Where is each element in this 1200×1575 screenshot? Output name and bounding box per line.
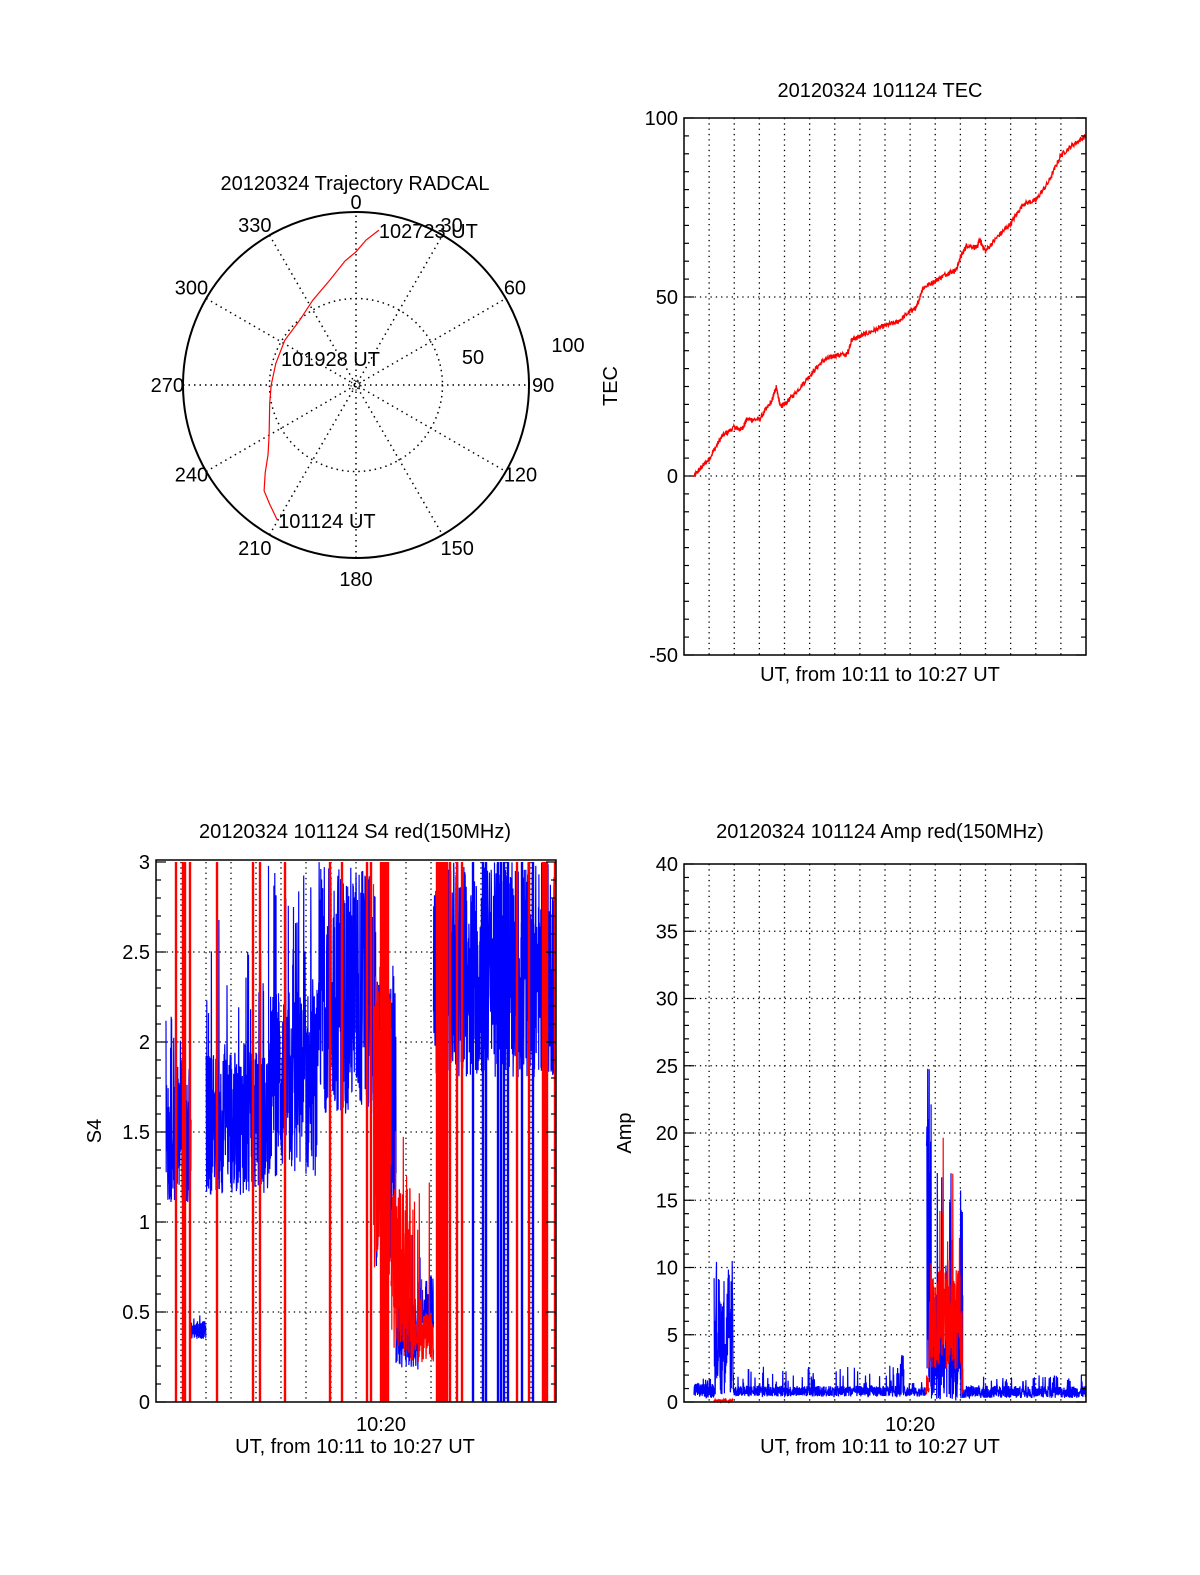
amp-y-ticks: 0 5 10 15 20 25 30 35 40	[656, 854, 1086, 1414]
polar-angle-label-120: 120	[504, 465, 537, 487]
polar-title: 20120324 Trajectory RADCAL	[220, 173, 489, 195]
annotation-start-time: 101124 UT	[278, 511, 375, 533]
trajectory-polar-chart: 20120324 Trajectory RADCAL 0 30 60 90 120 150…	[151, 173, 585, 591]
amp-xtick-label: 10:20	[885, 1414, 935, 1436]
s4-ytick-label: 3	[139, 852, 150, 874]
polar-angle-label-0: 0	[350, 192, 361, 214]
polar-spoke	[268, 234, 444, 536]
s4-trace	[390, 1131, 412, 1357]
s4-title: 20120324 101124 S4 red(150MHz)	[199, 821, 511, 843]
s4-series-blue	[165, 862, 557, 1402]
amp-trace	[962, 1375, 1087, 1400]
tec-chart: 20120324 101124 TEC -50 0 50 100 TEC UT, fr…	[600, 80, 1087, 686]
amp-ytick-label: 20	[656, 1123, 678, 1145]
amp-trace	[899, 1354, 905, 1396]
polar-angle-label-180: 180	[339, 569, 372, 591]
tec-ytick-label: 50	[656, 287, 678, 309]
s4-chart: 20120324 101124 S4 red(150MHz) 0 0.5 1 1.5 2…	[84, 821, 557, 1458]
polar-angle-label-330: 330	[238, 215, 271, 237]
polar-grid	[182, 211, 530, 559]
s4-ytick-label: 2.5	[122, 942, 150, 964]
amp-trace	[713, 1260, 734, 1395]
amp-ytick-label: 15	[656, 1190, 678, 1212]
amp-ytick-label: 0	[667, 1392, 678, 1414]
amp-chart: 20120324 101124 Amp red(150MHz) 0 5 10 15 20…	[614, 821, 1087, 1458]
s4-trace	[190, 1315, 207, 1340]
trajectory-line	[263, 229, 380, 521]
amp-series	[693, 1068, 1087, 1405]
tec-series	[693, 134, 1087, 477]
polar-angle-label-300: 300	[175, 278, 208, 300]
polar-angle-label-270: 270	[151, 375, 184, 397]
annotation-end-time: 102723 UT	[379, 221, 478, 243]
polar-angle-label-30: 30	[441, 215, 463, 237]
radial-label-100: 100	[551, 335, 584, 357]
amp-trace	[693, 1378, 715, 1399]
amp-ytick-label: 35	[656, 921, 678, 943]
tec-ylabel: TEC	[600, 366, 622, 406]
polar-grid-circle-50	[268, 297, 444, 473]
polar-angle-label-240: 240	[175, 465, 208, 487]
s4-ytick-label: 1.5	[122, 1122, 150, 1144]
amp-series-blue	[693, 1068, 1087, 1401]
polar-angle-label-60: 60	[504, 278, 526, 300]
polar-spoke	[205, 297, 507, 473]
tec-line	[693, 134, 1087, 477]
s4-plot-frame	[155, 859, 557, 1403]
s4-ytick-label: 2	[139, 1032, 150, 1054]
s4-x-ticks: 10:20	[356, 1414, 406, 1436]
polar-angle-label-150: 150	[441, 538, 474, 560]
polar-angle-labels: 0 30 60 90 120 150 180 210 240 270 300 330	[151, 192, 555, 591]
annotation-mid-time: 101928 UT	[281, 349, 380, 371]
polar-spoke	[205, 297, 507, 473]
radial-label-50: 50	[462, 347, 484, 369]
amp-trace	[959, 1310, 964, 1394]
tec-ytick-label: 0	[667, 466, 678, 488]
amp-x-ticks: 10:20	[885, 1414, 935, 1436]
s4-trace	[267, 865, 320, 1177]
polar-angle-label-90: 90	[532, 375, 554, 397]
s4-y-ticks: 0 0.5 1 1.5 2 2.5 3	[122, 852, 556, 1414]
s4-trace	[432, 862, 557, 1078]
tec-title: 20120324 101124 TEC	[778, 80, 983, 102]
s4-ytick-label: 0.5	[122, 1302, 150, 1324]
polar-angle-label-210: 210	[238, 538, 271, 560]
s4-ytick-label: 1	[139, 1212, 150, 1234]
s4-xtick-label: 10:20	[356, 1414, 406, 1436]
amp-trace	[713, 1397, 734, 1405]
s4-trace	[410, 1182, 435, 1363]
amp-series-red	[713, 1137, 964, 1405]
tec-ytick-label: -50	[649, 645, 678, 667]
polar-center-circle	[350, 379, 362, 391]
tec-ytick-label: 100	[645, 108, 678, 130]
amp-trace	[924, 1375, 930, 1395]
amp-title: 20120324 101124 Amp red(150MHz)	[716, 821, 1044, 843]
s4-xlabel: UT, from 10:11 to 10:27 UT	[235, 1436, 475, 1458]
amp-trace	[903, 1382, 928, 1397]
polar-spoke	[268, 234, 444, 536]
amp-ylabel: Amp	[614, 1112, 636, 1153]
s4-trace	[165, 1016, 192, 1203]
s4-series	[165, 862, 557, 1402]
amp-ytick-label: 40	[656, 854, 678, 876]
amp-xlabel: UT, from 10:11 to 10:27 UT	[760, 1436, 1000, 1458]
amp-ytick-label: 10	[656, 1258, 678, 1280]
amp-ytick-label: 25	[656, 1056, 678, 1078]
trajectory-series	[263, 229, 380, 521]
amp-trace	[732, 1365, 901, 1399]
tec-xlabel: UT, from 10:11 to 10:27 UT	[760, 664, 1000, 686]
tec-y-ticks: -50 0 50 100	[645, 108, 1086, 667]
amp-ytick-label: 5	[667, 1325, 678, 1347]
amp-grid	[684, 864, 1086, 1402]
s4-ytick-label: 0	[139, 1392, 150, 1414]
polar-outer-circle	[182, 211, 530, 559]
tec-grid	[684, 118, 1086, 655]
amp-trace	[928, 1137, 961, 1370]
amp-ytick-label: 30	[656, 989, 678, 1011]
s4-ylabel: S4	[84, 1119, 106, 1143]
